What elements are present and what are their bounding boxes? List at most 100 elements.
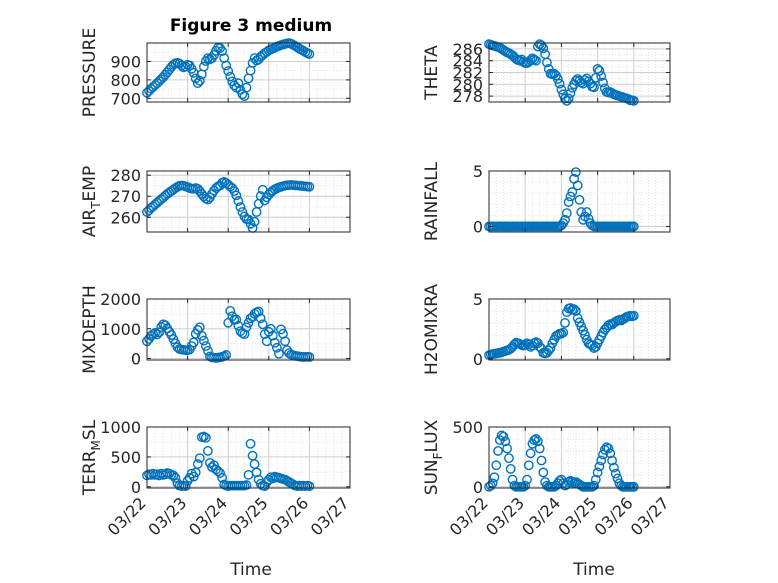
data-point (570, 306, 581, 316)
data-point (231, 190, 242, 201)
data-point (274, 348, 284, 359)
data-point (505, 463, 516, 474)
data-point (217, 472, 228, 483)
data-point (592, 467, 603, 478)
y-axis-label-main: RAINFALL (422, 161, 442, 241)
data-point (596, 71, 607, 81)
data-point (554, 78, 565, 89)
y-axis-label-main: H2OMIXRA (422, 284, 442, 375)
data-point (570, 167, 581, 178)
data-point (154, 327, 165, 338)
y-axis-label: AIRTEMP (80, 166, 103, 237)
y-axis-label-tail: LUX (422, 419, 442, 452)
data-point (237, 207, 248, 217)
y-tick-label: 0 (131, 350, 141, 369)
y-axis-label-tail: SL (80, 419, 100, 440)
data-point (196, 330, 207, 341)
data-point (545, 343, 556, 353)
data-point (280, 336, 290, 347)
y-tick-label: 0 (473, 350, 483, 369)
data-point (493, 446, 503, 456)
axes-box (488, 298, 671, 361)
data-point (520, 480, 531, 491)
y-axis-label-main: MIXDEPTH (80, 285, 100, 374)
data-point (504, 453, 514, 463)
x-tick-label: 03/22 (104, 493, 150, 539)
data-point (538, 467, 549, 478)
data-point (217, 46, 228, 57)
y-tick-label: 5 (473, 162, 483, 181)
x-axis-label-left: Time (229, 560, 272, 580)
x-tick-label: 03/27 (307, 493, 353, 539)
data-point (610, 468, 621, 479)
data-point (603, 443, 614, 454)
plot-area (147, 43, 350, 102)
axes-box (146, 426, 351, 489)
data-point (241, 480, 252, 490)
data-point (531, 55, 541, 66)
data-point (529, 54, 540, 65)
data-point (221, 350, 232, 360)
data-point (180, 61, 191, 72)
y-axis-label-main: THETA (422, 45, 442, 101)
y-axis-label-main: AIR (80, 209, 100, 238)
data-point (215, 468, 225, 478)
data-point (561, 208, 572, 219)
x-tick-label: 03/27 (627, 493, 673, 539)
data-point (498, 431, 509, 442)
x-tick-label: 03/24 (518, 493, 564, 539)
axes-box (488, 426, 671, 489)
y-tick-label: 1000 (100, 320, 141, 339)
y-axis-label: PRESSURE (80, 28, 100, 117)
data-point (168, 470, 179, 481)
data-point (542, 57, 552, 68)
data-point (502, 443, 512, 454)
y-axis-label-subscript: F (431, 452, 445, 459)
y-tick-label: 500 (110, 448, 141, 467)
data-point (590, 474, 601, 485)
y-axis-label: SUNFLUX (422, 419, 445, 495)
y-tick-label: 800 (110, 71, 141, 90)
y-tick-label: 278 (452, 87, 483, 106)
data-point (489, 472, 500, 483)
data-point (304, 481, 315, 492)
data-point (560, 214, 570, 225)
data-point (304, 352, 315, 362)
figure-title: Figure 3 medium (170, 16, 332, 36)
y-tick-label: 1000 (100, 418, 141, 437)
data-point (531, 434, 541, 444)
data-point (253, 306, 264, 317)
data-point (525, 448, 536, 459)
axes-box (146, 170, 351, 233)
data-point (192, 459, 203, 469)
data-point (594, 461, 605, 472)
y-axis-label-subscript: T (89, 201, 103, 210)
axes-box (146, 298, 351, 361)
data-point (538, 43, 549, 54)
data-point (269, 337, 280, 348)
data-point (202, 446, 213, 456)
data-point (304, 49, 315, 59)
data-point (233, 196, 244, 206)
data-point (223, 66, 234, 76)
data-point (525, 55, 536, 66)
data-point (198, 335, 209, 346)
y-axis-label: TERRMSL (80, 419, 103, 496)
y-tick-label: 2000 (100, 290, 141, 309)
data-point (594, 65, 605, 76)
data-point (251, 467, 262, 478)
data-point (536, 455, 547, 466)
x-tick-label: 03/25 (554, 493, 600, 539)
data-point (221, 60, 232, 71)
data-point (532, 436, 543, 447)
data-point (227, 183, 238, 193)
data-point (563, 197, 574, 207)
data-point (255, 313, 266, 324)
data-point (304, 181, 315, 192)
y-tick-label: 0 (131, 478, 141, 497)
data-point (249, 216, 260, 227)
data-point (580, 329, 590, 340)
data-point (276, 324, 286, 335)
